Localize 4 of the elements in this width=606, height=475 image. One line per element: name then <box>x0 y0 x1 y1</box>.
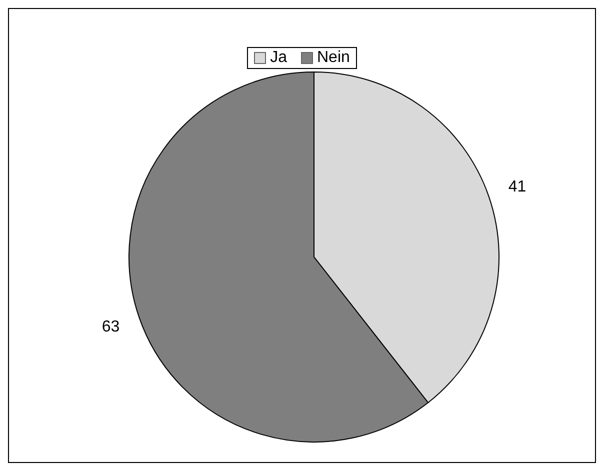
data-label: 63 <box>102 318 120 336</box>
legend-label: Nein <box>316 49 350 67</box>
legend-label: Ja <box>269 49 287 67</box>
data-label: 41 <box>508 178 526 196</box>
